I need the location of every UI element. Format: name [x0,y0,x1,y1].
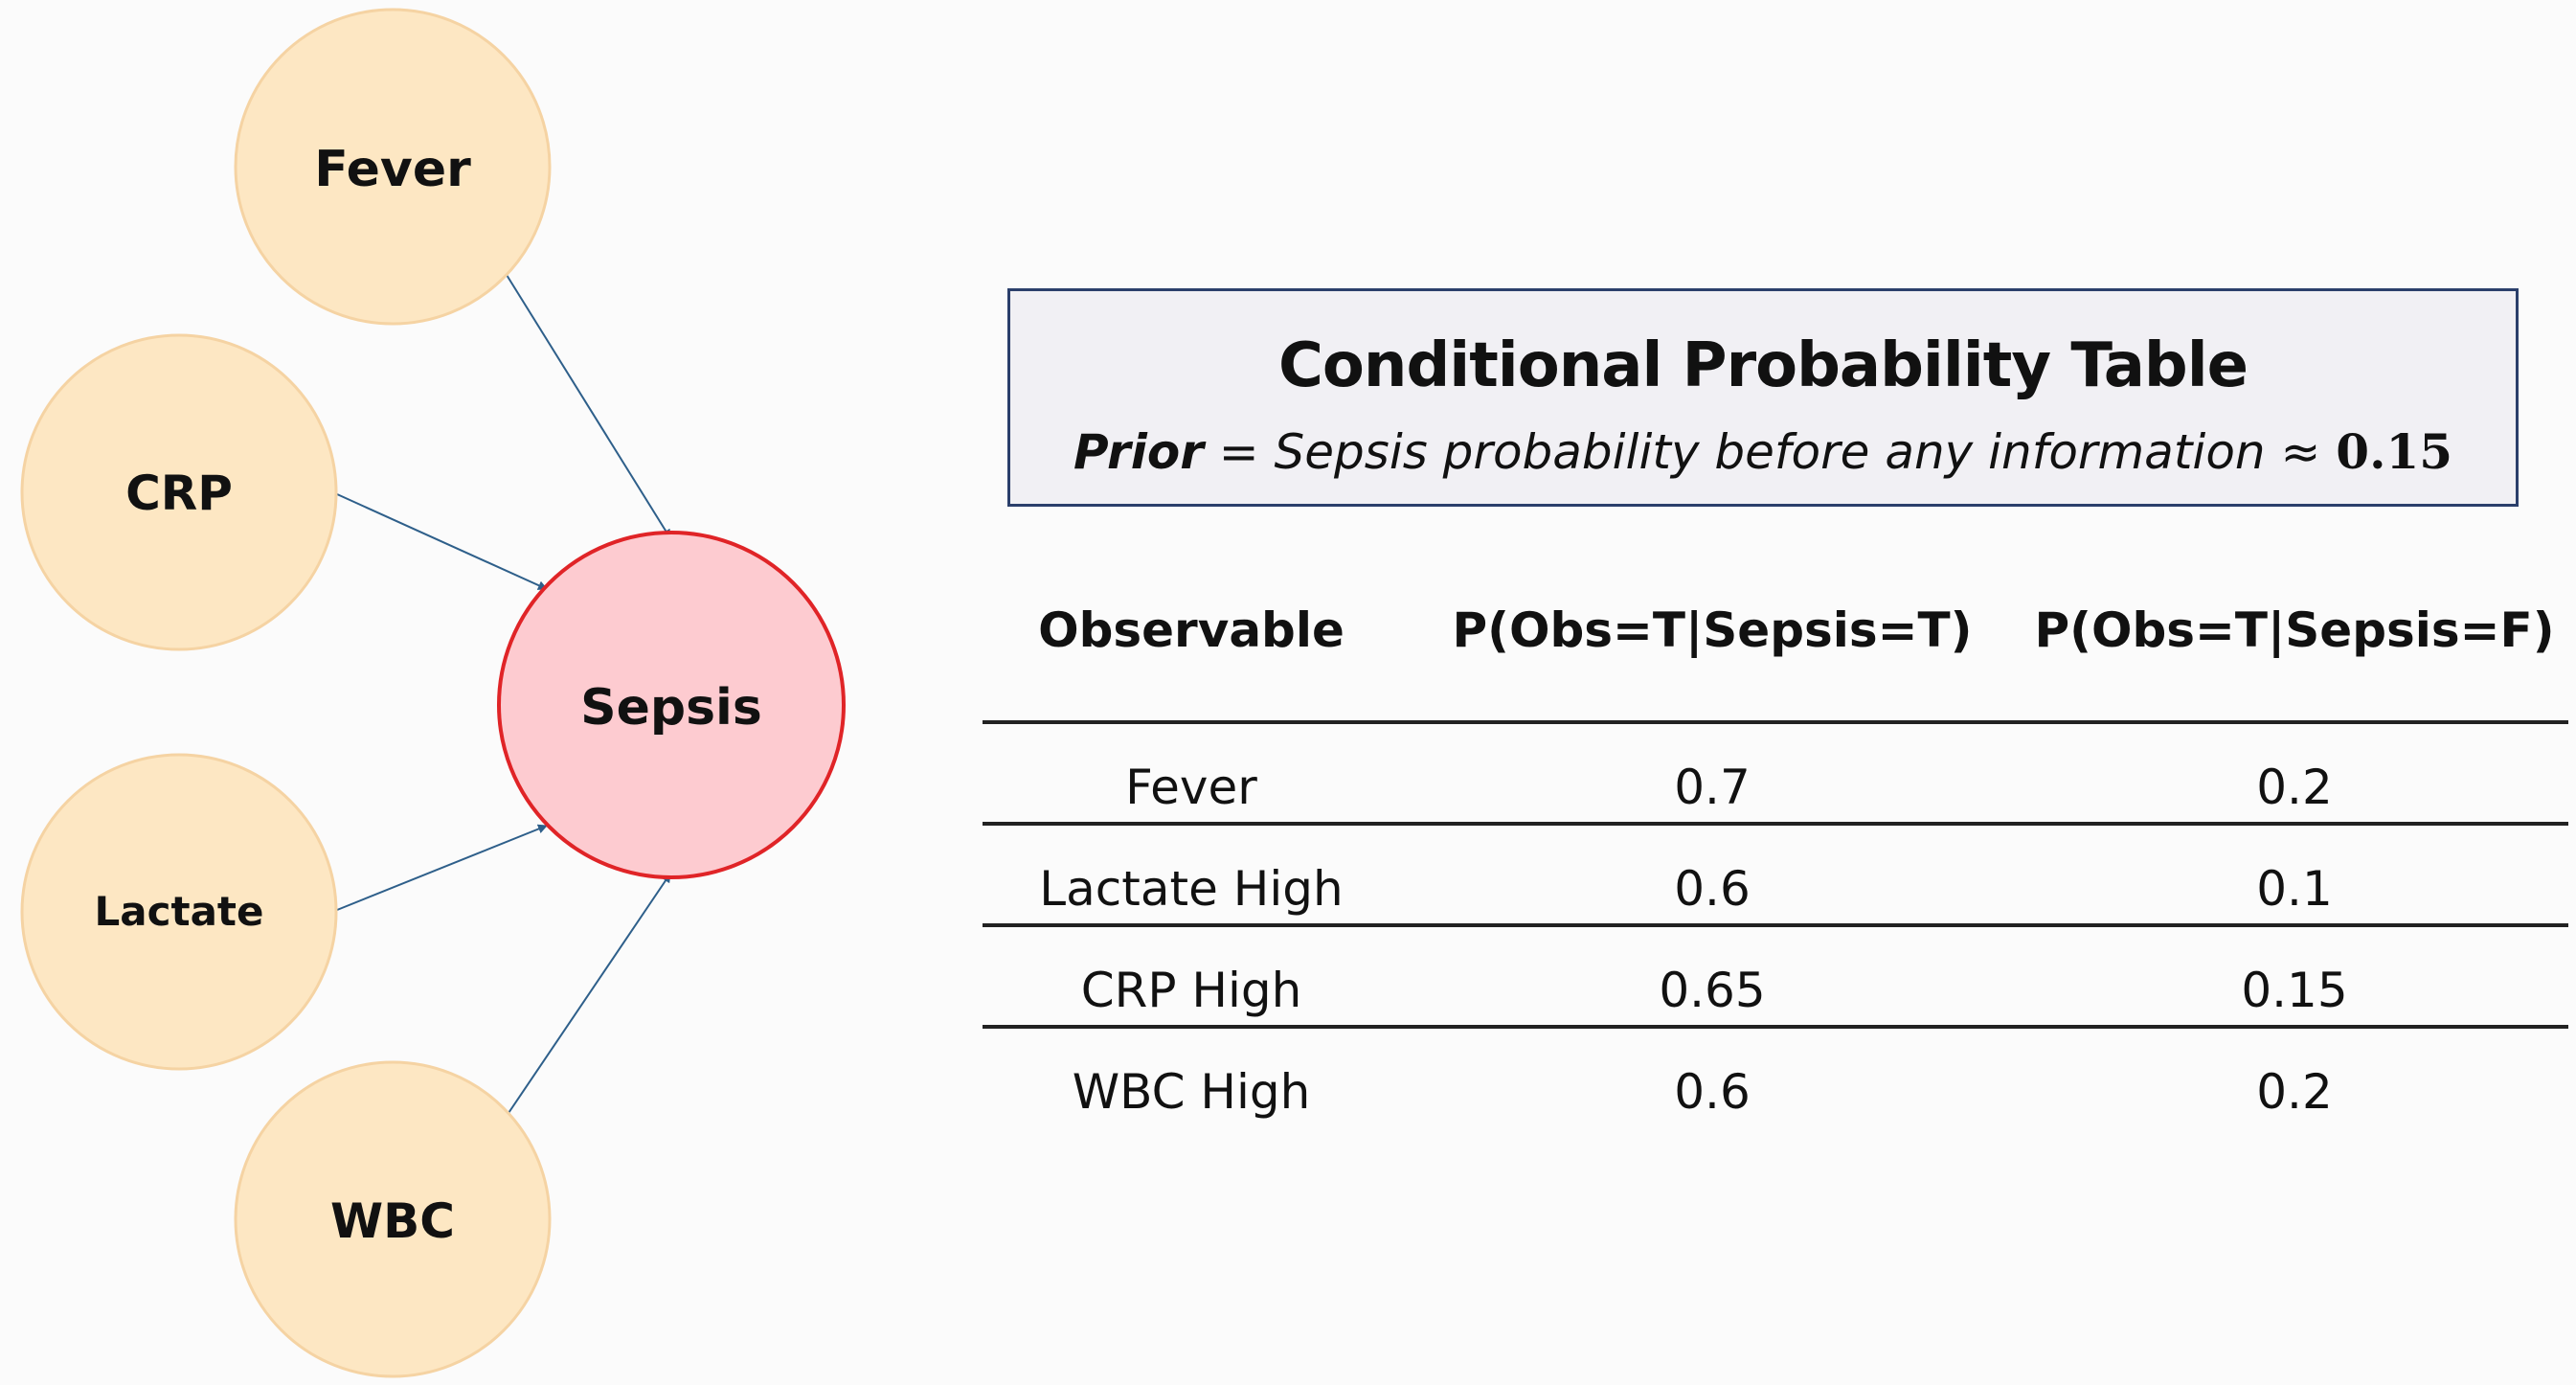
header-p-given-sepsis-false: P(Obs=T|Sepsis=F) [2034,602,2555,658]
row-crp-p-false: 0.15 [2241,963,2348,1018]
cpt-title-box: Conditional Probability Table Prior = Se… [1007,288,2519,507]
node-crp-label: CRP [125,465,233,521]
node-lactate-circle [20,753,338,1071]
row-rule [983,1025,2568,1029]
row-fever-observable: Fever [1125,760,1257,815]
header-rule [983,720,2568,724]
row-lactate-p-true: 0.6 [1674,861,1751,917]
node-fever: Fever [234,8,552,326]
node-sepsis-circle [497,531,846,879]
node-fever-label: Fever [314,141,471,198]
node-lactate-label: Lactate [95,888,264,935]
node-fever-circle [234,8,552,326]
row-crp-observable: CRP High [1080,963,1302,1018]
row-fever-p-true: 0.7 [1674,760,1751,815]
row-lactate-p-false: 0.1 [2256,861,2333,917]
node-sepsis: Sepsis [497,531,846,879]
row-fever-p-false: 0.2 [2256,760,2333,815]
row-wbc-observable: WBC High [1072,1064,1311,1120]
node-wbc: WBC [234,1060,552,1378]
row-wbc-p-false: 0.2 [2256,1064,2333,1120]
node-crp-circle [20,333,338,651]
row-rule [983,822,2568,826]
edge-fever-to-sepsis [506,274,671,539]
edge-lactate-to-sepsis [336,824,548,911]
node-sepsis-label: Sepsis [580,679,762,737]
row-wbc-p-true: 0.6 [1674,1064,1751,1120]
node-crp: CRP [20,333,338,651]
node-wbc-label: WBC [330,1193,455,1249]
edge-wbc-to-sepsis [506,873,671,1117]
header-observable: Observable [1038,602,1344,658]
node-lactate: Lactate [20,753,338,1071]
bayesian-network-diagram: Fever CRP Lactate WBC Sepsis [20,8,846,1378]
row-crp-p-true: 0.65 [1659,963,1766,1018]
row-lactate-observable: Lactate High [1039,861,1344,917]
edge-crp-to-sepsis [336,493,548,590]
cpt-title: Conditional Probability Table [1277,330,2248,401]
prior-statement: Prior = Sepsis probability before any in… [1010,423,2516,481]
node-wbc-circle [234,1060,552,1378]
prior-term: Prior [1073,424,1204,480]
header-p-given-sepsis-true: P(Obs=T|Sepsis=T) [1452,602,1973,658]
row-rule [983,923,2568,927]
prior-description: = Sepsis probability before any informat… [1203,424,2337,480]
edges [336,274,671,1117]
prior-value: 0.15 [2336,423,2453,480]
